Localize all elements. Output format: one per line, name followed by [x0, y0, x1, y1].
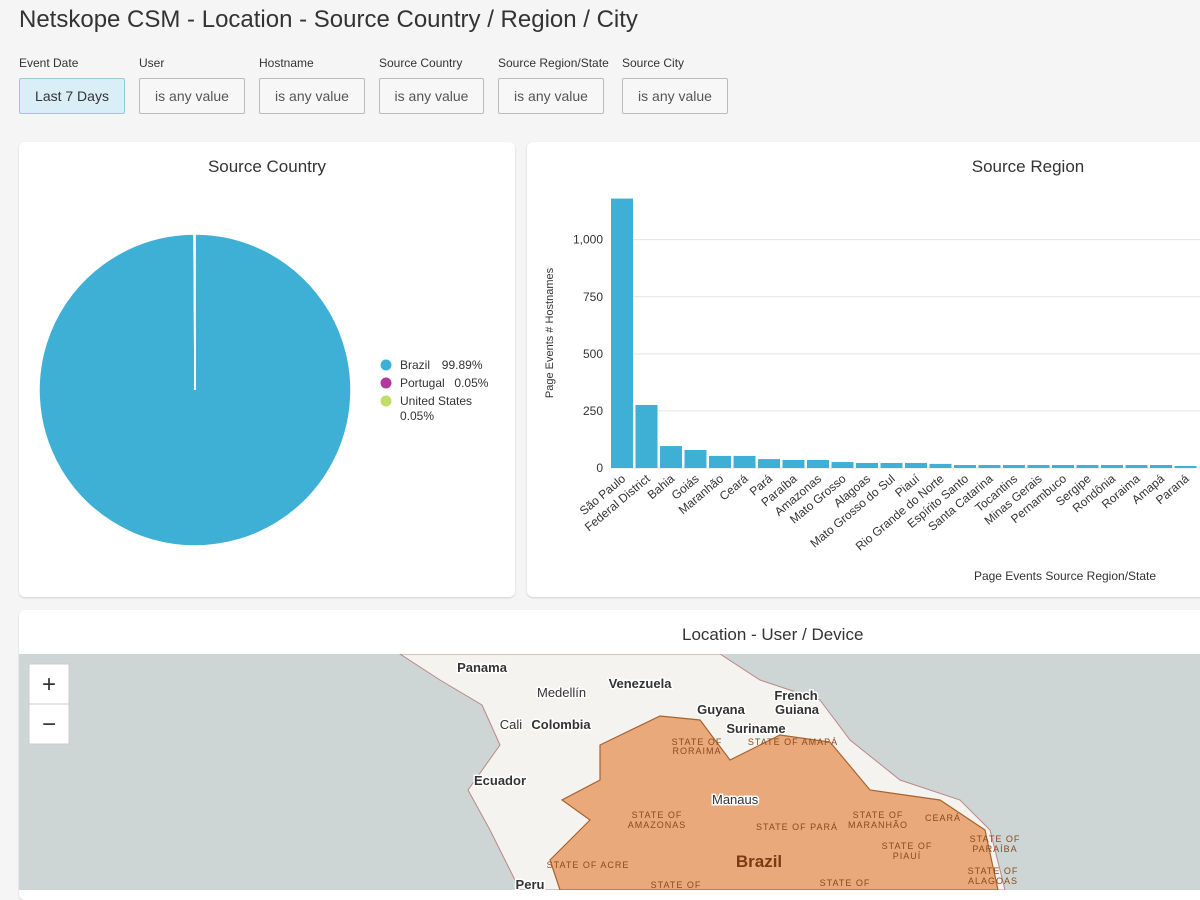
map-label: STATE OF: [968, 866, 1019, 876]
filter-chip[interactable]: is any value: [139, 78, 245, 114]
map-label: Ecuador: [474, 773, 526, 788]
map-label: STATE OF: [651, 880, 702, 890]
map-label: PIAUÍ: [893, 851, 922, 861]
bar-card: [527, 142, 1200, 597]
filter-chip[interactable]: is any value: [498, 78, 604, 114]
page-title: Netskope CSM - Location - Source Country…: [19, 6, 638, 34]
map-label: STATE OF ACRE: [547, 860, 630, 870]
map-label: Medellín: [537, 685, 586, 700]
map-label: STATE OF: [882, 841, 933, 851]
map-label: Peru: [516, 877, 545, 890]
filter-label: Event Date: [19, 56, 78, 70]
map-label: STATE OF: [970, 834, 1021, 844]
map-label: STATE OF: [853, 810, 904, 820]
filter-chip[interactable]: is any value: [622, 78, 728, 114]
filter-chip[interactable]: Last 7 Days: [19, 78, 125, 114]
map-label: AMAZONAS: [628, 820, 687, 830]
filter-label: Hostname: [259, 56, 314, 70]
filter-label: User: [139, 56, 164, 70]
map[interactable]: + − Panama Medellín Venezuela French Gui…: [19, 654, 1200, 890]
map-label: PARAÍBA: [972, 844, 1017, 854]
map-label: Venezuela: [609, 676, 673, 691]
filter-chip[interactable]: is any value: [379, 78, 484, 114]
filter-chip[interactable]: is any value: [259, 78, 365, 114]
map-label: Colombia: [531, 717, 591, 732]
map-label: ALAGOAS: [968, 876, 1018, 886]
map-label: Guyana: [697, 702, 745, 717]
map-label: MARANHÃO: [848, 820, 908, 830]
filter-label: Source Country: [379, 56, 462, 70]
map-label: Panama: [457, 660, 508, 675]
filter-label: Source Region/State: [498, 56, 609, 70]
map-label: STATE OF: [820, 878, 871, 888]
zoom-out[interactable]: −: [42, 711, 56, 738]
map-label: Manaus: [712, 792, 759, 807]
map-label: STATE OF: [632, 810, 683, 820]
map-label: STATE OF AMAPÁ: [748, 737, 838, 747]
map-label: Guiana: [775, 702, 820, 717]
filter-label: Source City: [622, 56, 684, 70]
pie-card: [19, 142, 515, 597]
map-label: RORAIMA: [672, 746, 721, 756]
map-label: French: [774, 688, 817, 703]
map-label: Suriname: [726, 721, 785, 736]
map-label: CEARÁ: [925, 813, 961, 823]
map-label: Cali: [500, 717, 523, 732]
map-label: STATE OF PARÁ: [756, 822, 838, 832]
map-label: Brazil: [736, 852, 782, 871]
zoom-in[interactable]: +: [42, 671, 56, 698]
